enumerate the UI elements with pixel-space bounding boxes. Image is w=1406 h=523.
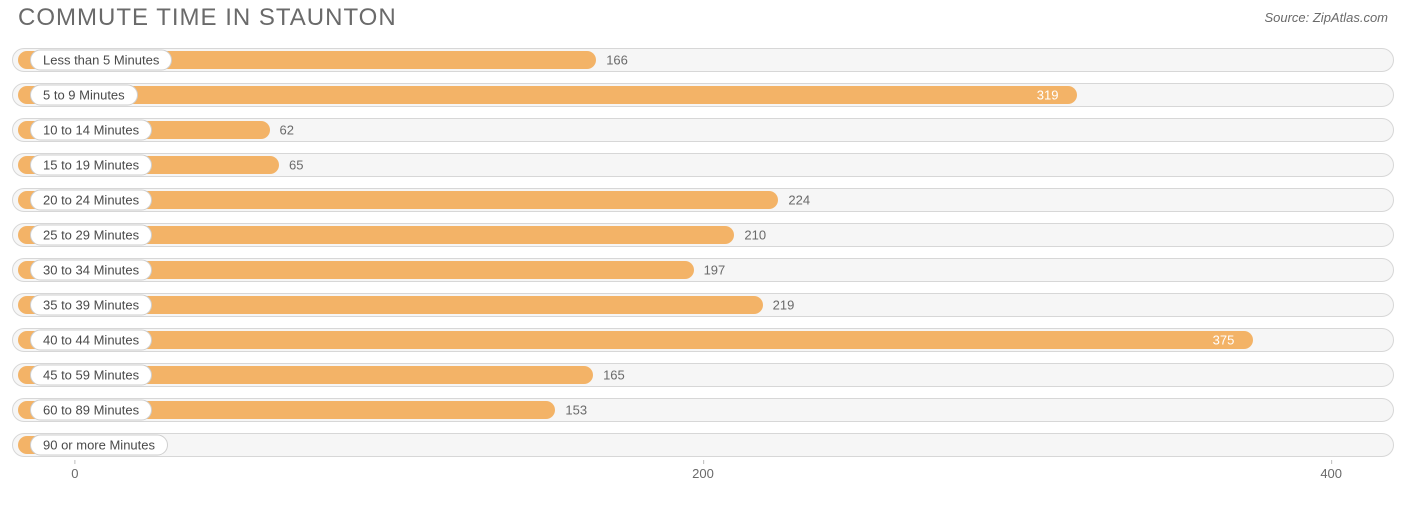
bar-row: 60 to 89 Minutes 153 bbox=[12, 396, 1394, 424]
category-pill: 5 to 9 Minutes bbox=[30, 85, 138, 106]
category-pill: 10 to 14 Minutes bbox=[30, 120, 152, 141]
value-label: 166 bbox=[606, 53, 628, 68]
bar-row: 45 to 59 Minutes 165 bbox=[12, 361, 1394, 389]
value-label: 219 bbox=[773, 298, 795, 313]
category-pill: 60 to 89 Minutes bbox=[30, 400, 152, 421]
value-label: 210 bbox=[744, 228, 766, 243]
value-label: 224 bbox=[788, 193, 810, 208]
bar-row: Less than 5 Minutes 166 bbox=[12, 46, 1394, 74]
bar bbox=[18, 331, 1253, 349]
bar-row: 5 to 9 Minutes 319 bbox=[12, 81, 1394, 109]
value-label: 319 bbox=[1037, 88, 1059, 103]
value-label: 197 bbox=[704, 263, 726, 278]
value-label: 375 bbox=[1213, 333, 1235, 348]
value-label: 165 bbox=[603, 368, 625, 383]
bar-row: 10 to 14 Minutes 62 bbox=[12, 116, 1394, 144]
header: COMMUTE TIME IN STAUNTON Source: ZipAtla… bbox=[0, 0, 1406, 32]
bar-row: 20 to 24 Minutes 224 bbox=[12, 186, 1394, 214]
chart-title: COMMUTE TIME IN STAUNTON bbox=[18, 4, 397, 32]
bar-row: 25 to 29 Minutes 210 bbox=[12, 221, 1394, 249]
bar-row: 15 to 19 Minutes 65 bbox=[12, 151, 1394, 179]
bar-row: 35 to 39 Minutes 219 bbox=[12, 291, 1394, 319]
category-pill: Less than 5 Minutes bbox=[30, 50, 172, 71]
bar-track bbox=[12, 433, 1394, 457]
bar bbox=[18, 86, 1077, 104]
category-pill: 35 to 39 Minutes bbox=[30, 295, 152, 316]
chart-area: Less than 5 Minutes 166 5 to 9 Minutes 319 1… bbox=[12, 46, 1394, 459]
category-pill: 25 to 29 Minutes bbox=[30, 225, 152, 246]
bar-row: 30 to 34 Minutes 197 bbox=[12, 256, 1394, 284]
x-tick: 200 bbox=[692, 466, 714, 481]
value-label: 65 bbox=[289, 158, 303, 173]
x-tick: 400 bbox=[1320, 466, 1342, 481]
category-pill: 20 to 24 Minutes bbox=[30, 190, 152, 211]
category-pill: 45 to 59 Minutes bbox=[30, 365, 152, 386]
bar-row: 90 or more Minutes9 bbox=[12, 431, 1394, 459]
bar-row: 40 to 44 Minutes 375 bbox=[12, 326, 1394, 354]
x-axis: 0 200 400 bbox=[12, 466, 1394, 490]
source-label: Source: ZipAtlas.com bbox=[1264, 4, 1388, 25]
category-pill: 30 to 34 Minutes bbox=[30, 260, 152, 281]
x-tick: 0 bbox=[71, 466, 78, 481]
category-pill: 15 to 19 Minutes bbox=[30, 155, 152, 176]
value-label: 153 bbox=[565, 403, 587, 418]
category-pill: 90 or more Minutes bbox=[30, 435, 168, 456]
category-pill: 40 to 44 Minutes bbox=[30, 330, 152, 351]
value-label: 62 bbox=[280, 123, 294, 138]
